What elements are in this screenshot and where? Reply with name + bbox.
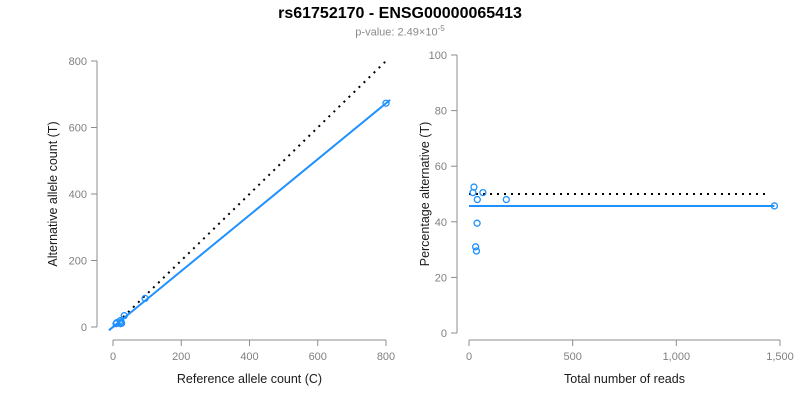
y-tick-label: 0 <box>441 328 447 340</box>
y-tick-label: 200 <box>69 256 87 268</box>
data-point <box>473 195 481 204</box>
data-point <box>470 183 478 191</box>
y-axis-title: Alternative allele count (T) <box>46 121 60 266</box>
data-point <box>471 243 480 251</box>
figure-subtitle: p-value: 2.49×10-5 <box>0 24 800 39</box>
data-point <box>382 99 390 107</box>
y-tick-label: 600 <box>69 123 87 135</box>
data-point <box>770 202 779 210</box>
data-point <box>473 219 481 227</box>
y-tick-label: 80 <box>435 106 447 118</box>
y-axis-title: Percentage alternative (T) <box>418 122 432 267</box>
y-tick-label: 60 <box>435 161 447 173</box>
data-point <box>120 312 128 320</box>
figure-title: rs61752170 - ENSG00000065413 <box>278 5 522 22</box>
x-axis-title: Reference allele count (C) <box>177 372 322 386</box>
y-tick-label: 100 <box>429 50 447 62</box>
data-point <box>472 247 481 255</box>
y-tick-label: 800 <box>69 56 87 68</box>
x-tick-label: 0 <box>110 351 116 363</box>
y-tick-label: 40 <box>435 217 447 229</box>
p-value-exponent: -5 <box>437 24 445 33</box>
p-value-text: p-value: 2.49×10 <box>355 26 438 39</box>
data-point <box>141 294 149 303</box>
x-tick-label: 800 <box>377 351 395 363</box>
y-tick-label: 400 <box>69 189 87 201</box>
y-tick-label: 0 <box>81 322 87 334</box>
x-axis-title: Total number of reads <box>564 372 685 386</box>
x-tick-label: 200 <box>172 351 190 363</box>
x-tick-label: 1,500 <box>766 351 794 363</box>
x-tick-label: 1,000 <box>663 351 691 363</box>
data-point <box>479 188 487 197</box>
y-tick-label: 20 <box>435 272 447 284</box>
x-tick-label: 400 <box>240 351 258 363</box>
data-point <box>502 195 510 204</box>
x-tick-label: 500 <box>563 351 581 363</box>
x-tick-label: 600 <box>309 351 327 363</box>
x-tick-label: 0 <box>466 351 472 363</box>
fit-line <box>108 99 391 332</box>
identity-line <box>112 58 389 328</box>
data-point <box>117 319 126 327</box>
